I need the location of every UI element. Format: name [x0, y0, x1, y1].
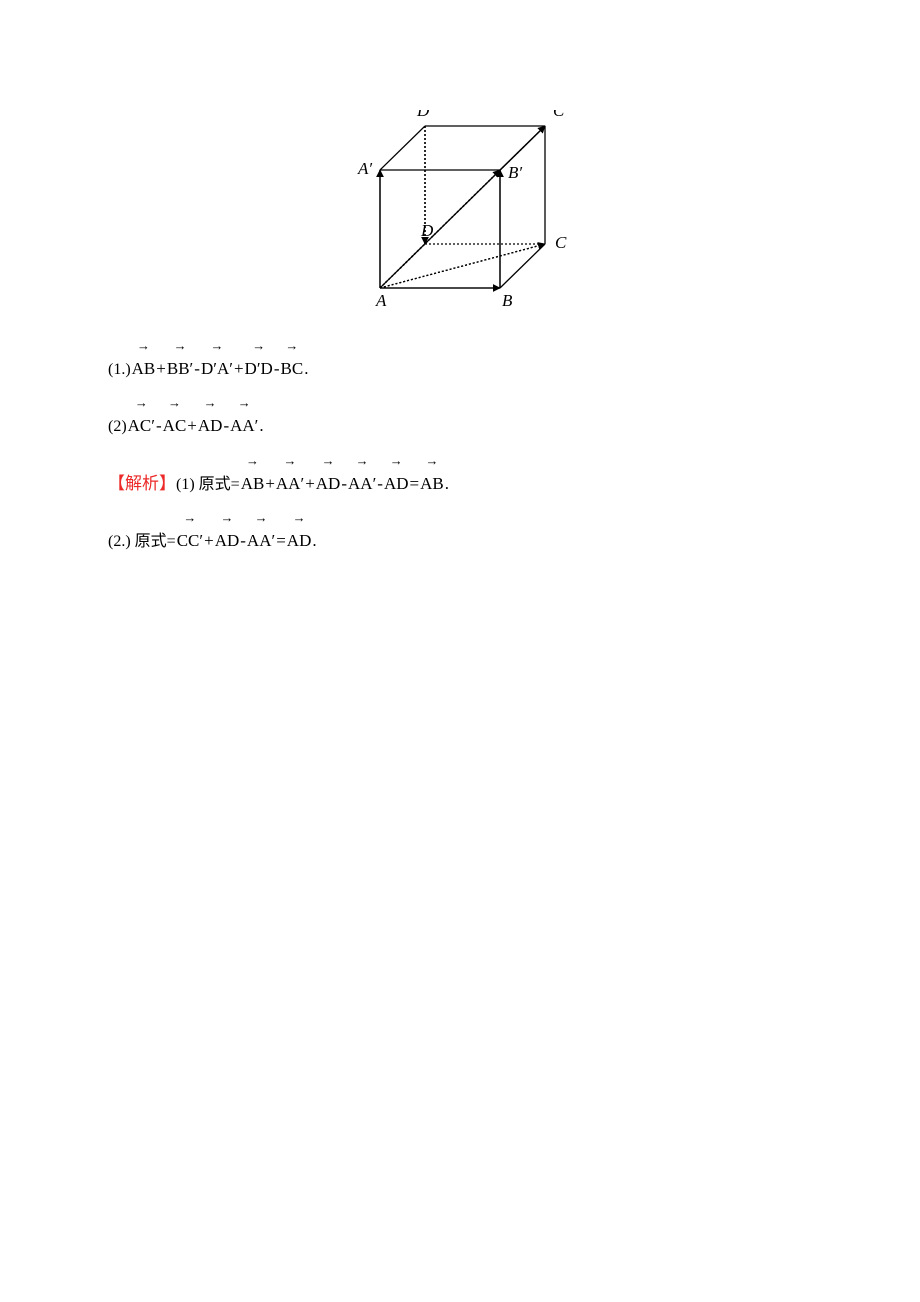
- equation-1: (1.)AB+BB′-D′A′+D′D-BC.: [108, 350, 808, 387]
- sol2-label: (2.) 原式=: [108, 533, 176, 550]
- vec-DpD: D′D: [245, 350, 273, 387]
- op-minus: -: [377, 474, 383, 493]
- period: .: [304, 359, 308, 378]
- period: .: [445, 474, 449, 493]
- op-eq: =: [410, 474, 420, 493]
- vec-DpAp: D′A′: [201, 350, 233, 387]
- vec-AD: AD: [215, 522, 240, 559]
- svg-text:C′: C′: [553, 110, 568, 120]
- op-plus: +: [305, 474, 315, 493]
- op-plus: +: [265, 474, 275, 493]
- svg-text:B′: B′: [508, 163, 522, 182]
- vec-CCp: CC′: [177, 522, 203, 559]
- eq1-label: (1.): [108, 361, 131, 378]
- eq2-label: (2): [108, 418, 127, 435]
- vec-AD: AD: [384, 465, 409, 502]
- op-minus: -: [274, 359, 280, 378]
- op-minus: -: [156, 416, 162, 435]
- analysis-label: 【解析】: [108, 474, 176, 493]
- vec-AAp: AA′: [247, 522, 275, 559]
- svg-text:C: C: [555, 233, 567, 252]
- vec-BBp: BB′: [167, 350, 193, 387]
- svg-text:D′: D′: [416, 110, 433, 120]
- svg-text:A′: A′: [357, 159, 372, 178]
- svg-text:D: D: [420, 221, 434, 240]
- op-minus: -: [194, 359, 200, 378]
- vec-AB: AB: [132, 350, 156, 387]
- svg-text:A: A: [375, 291, 387, 310]
- op-minus: -: [341, 474, 347, 493]
- op-plus: +: [234, 359, 244, 378]
- parallelepiped-diagram: D′ C′ A′ B′ D C A B: [330, 110, 590, 310]
- op-plus: +: [156, 359, 166, 378]
- solution-1: 【解析】(1) 原式=AB+AA′+AD-AA′-AD=AB.: [108, 465, 808, 502]
- op-plus: +: [204, 531, 214, 550]
- vec-AD: AD: [198, 407, 223, 444]
- vec-AB: AB: [420, 465, 444, 502]
- vec-AAp: AA′: [276, 465, 304, 502]
- period: .: [312, 531, 316, 550]
- op-minus: -: [223, 416, 229, 435]
- vec-AD: AD: [316, 465, 341, 502]
- equation-2: (2)AC′-AC+AD-AA′.: [108, 407, 808, 444]
- vec-AD: AD: [287, 522, 312, 559]
- sol1-label: (1) 原式=: [176, 476, 240, 493]
- svg-text:B: B: [502, 291, 513, 310]
- vec-BC: BC: [281, 350, 304, 387]
- solution-2: (2.) 原式=CC′+AD-AA′=AD.: [108, 522, 808, 559]
- math-content: (1.)AB+BB′-D′A′+D′D-BC. (2)AC′-AC+AD-AA′…: [108, 350, 808, 580]
- vec-AC: AC: [163, 407, 187, 444]
- vec-AB: AB: [241, 465, 265, 502]
- op-plus: +: [187, 416, 197, 435]
- vec-AAp: AA′: [230, 407, 258, 444]
- vec-ACp: AC′: [128, 407, 155, 444]
- op-eq: =: [276, 531, 286, 550]
- vec-AAp: AA′: [348, 465, 376, 502]
- op-minus: -: [240, 531, 246, 550]
- period: .: [259, 416, 263, 435]
